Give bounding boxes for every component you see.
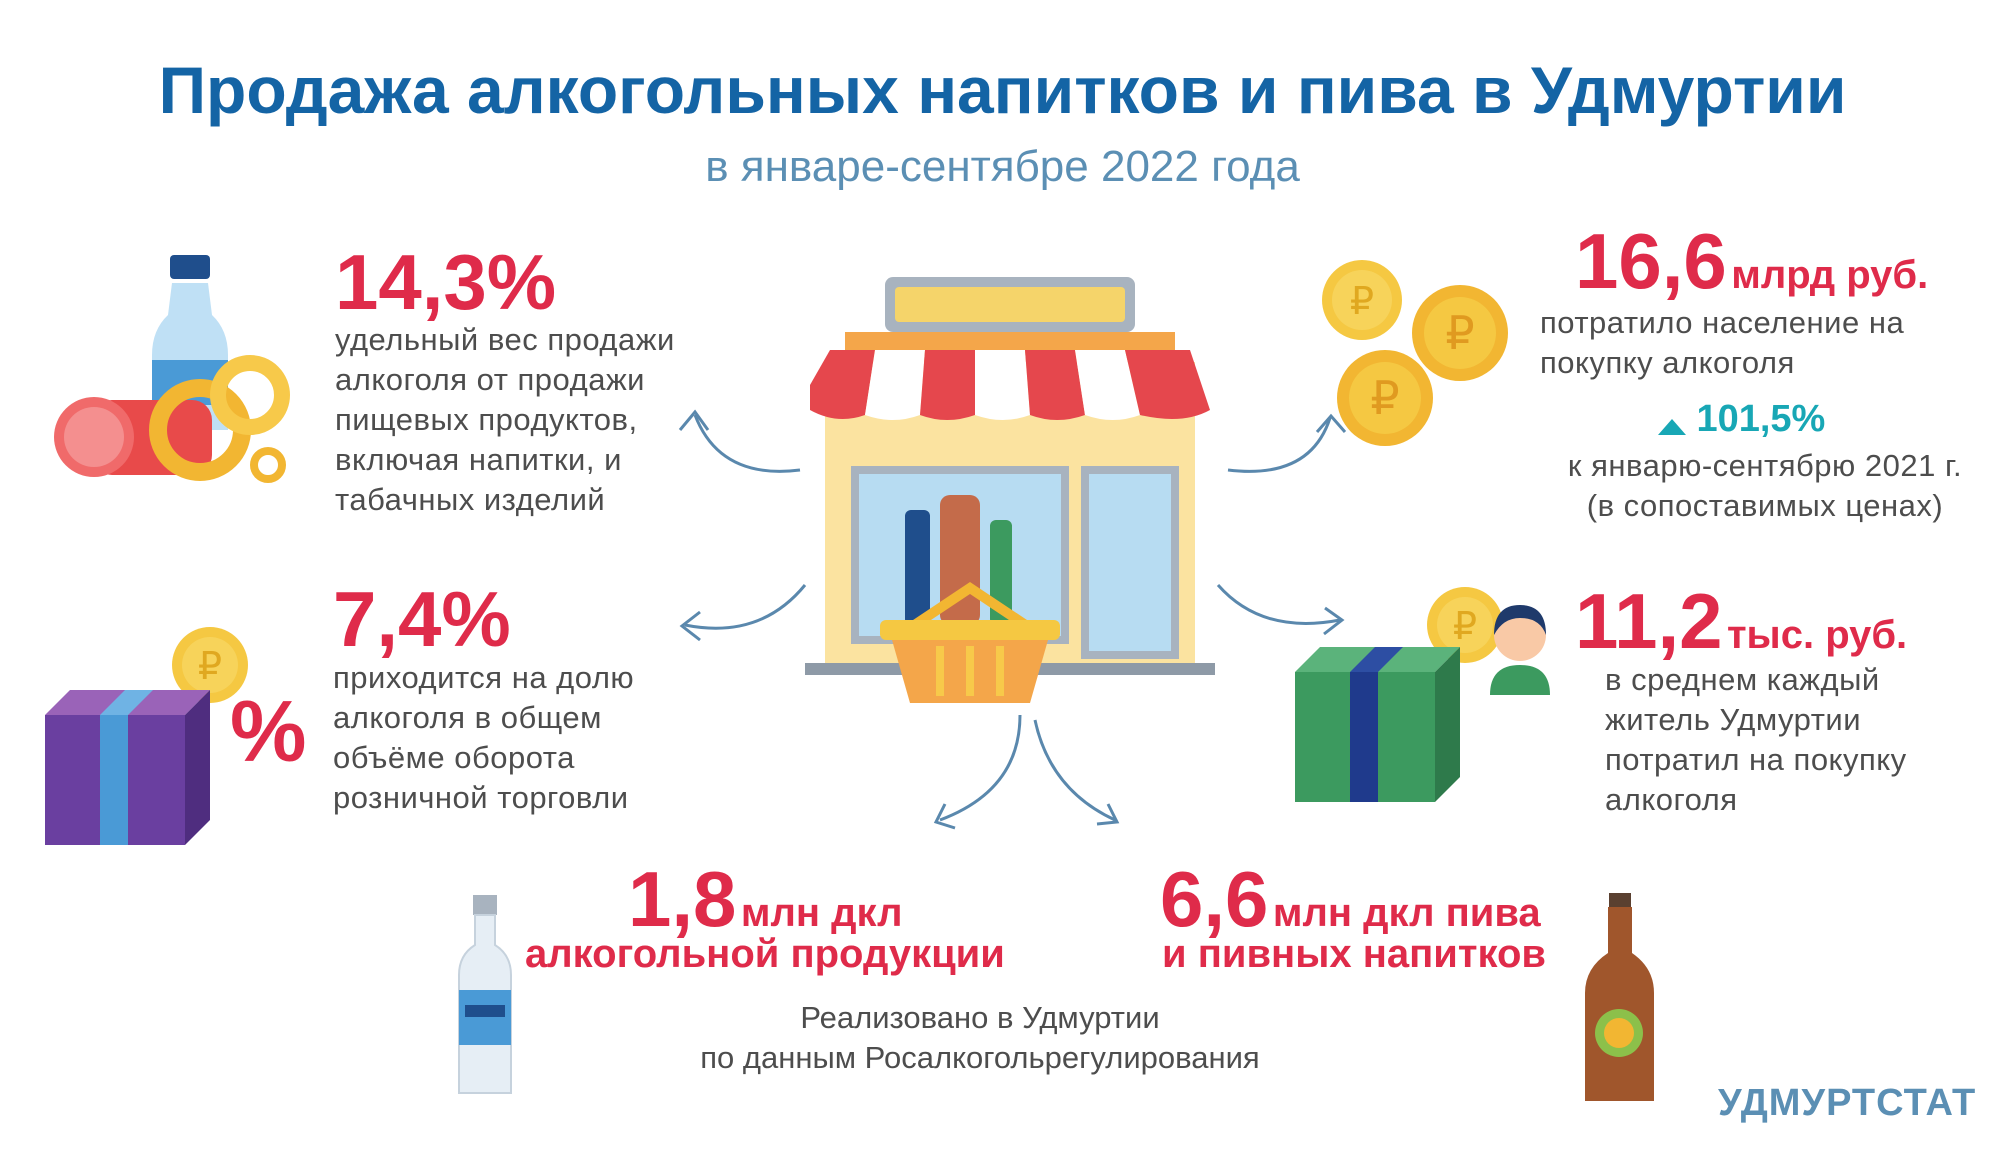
alcohol-volume-unit: млн дкл	[740, 891, 903, 935]
growth-note: к январю-сентябрю 2021 г. (в сопоставимы…	[1567, 448, 1963, 523]
svg-text:₽: ₽	[198, 644, 222, 688]
growth-value: 101,5%	[1696, 398, 1826, 440]
beer-volume-unit: млн дкл пива	[1272, 891, 1541, 935]
alcohol-volume-value: 1,8	[628, 855, 737, 943]
shopping-basket-icon	[880, 581, 1060, 703]
coin-icon: ₽	[1427, 587, 1503, 663]
food-share-description: удельный вес продажи алкоголя от продажи…	[335, 322, 675, 517]
beer-bottle-icon	[1585, 893, 1654, 1101]
source-note: Реализовано в Удмуртии по данным Росалко…	[700, 1000, 1260, 1075]
percent-icon: %	[230, 684, 307, 780]
per-capita-description: в среднем каждый житель Удмуртии потрати…	[1605, 662, 1907, 817]
svg-text:₽: ₽	[1350, 279, 1374, 323]
brand-logo: УДМУРТСТАТ	[1718, 1082, 1977, 1124]
svg-text:₽: ₽	[1370, 371, 1399, 425]
svg-text:₽: ₽	[1453, 604, 1477, 648]
coins-stack-icon: ₽ ₽ ₽	[1322, 260, 1508, 446]
bagels-icon	[149, 355, 290, 483]
svg-text:₽: ₽	[1445, 306, 1474, 360]
gift-box-icon	[45, 690, 210, 845]
spent-total-description: потратило население на покупку алкоголя	[1540, 305, 1905, 380]
beer-volume-value: 6,6	[1160, 855, 1269, 943]
spent-total-value: 16,6	[1575, 217, 1727, 305]
growth-up-icon	[1658, 418, 1686, 435]
food-share-value: 14,3%	[335, 238, 557, 326]
person-icon	[1490, 605, 1550, 695]
coin-icon: ₽	[172, 627, 248, 703]
gift-box-icon	[1295, 647, 1460, 802]
retail-share-value: 7,4%	[333, 575, 511, 663]
retail-share-description: приходится на долю алкоголя в общем объё…	[333, 660, 635, 815]
per-capita-unit: тыс. руб.	[1726, 613, 1908, 657]
per-capita-value: 11,2	[1575, 577, 1723, 665]
page-subtitle: в январе-сентябре 2022 года	[705, 142, 1300, 191]
alcohol-volume-label: алкогольной продукции	[525, 932, 1005, 976]
page-title: Продажа алкогольных напитков и пива в Уд…	[158, 53, 1847, 127]
vodka-bottle-icon	[458, 895, 512, 1094]
spent-total-unit: млрд руб.	[1731, 253, 1929, 297]
beer-volume-label: и пивных напитков	[1162, 932, 1546, 976]
